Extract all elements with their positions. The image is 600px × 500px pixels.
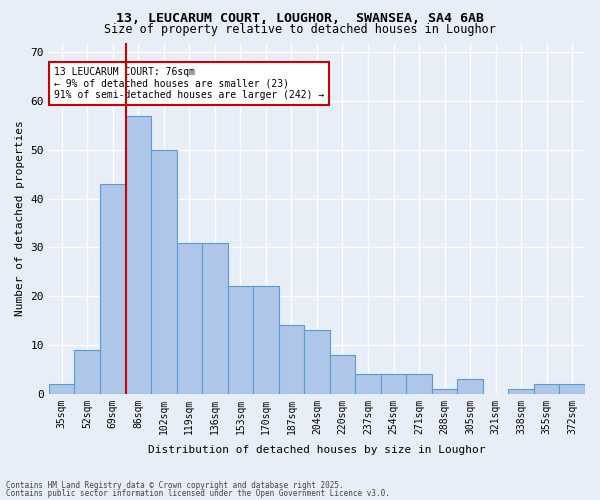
Bar (253, 286, 278, 394)
Bar (457, 379, 483, 394)
Bar (330, 354, 355, 394)
Bar (125, 116, 151, 394)
Text: Contains HM Land Registry data © Crown copyright and database right 2025.: Contains HM Land Registry data © Crown c… (6, 481, 344, 490)
Bar (227, 286, 253, 394)
Bar (559, 384, 585, 394)
Bar (355, 374, 381, 394)
Bar (508, 389, 534, 394)
X-axis label: Distribution of detached houses by size in Loughor: Distribution of detached houses by size … (148, 445, 486, 455)
Bar (49, 384, 74, 394)
Text: Size of property relative to detached houses in Loughor: Size of property relative to detached ho… (104, 22, 496, 36)
Bar (202, 242, 227, 394)
Bar (304, 330, 330, 394)
Bar (176, 242, 202, 394)
Y-axis label: Number of detached properties: Number of detached properties (15, 120, 25, 316)
Bar (278, 326, 304, 394)
Bar (534, 384, 559, 394)
Bar (100, 184, 125, 394)
Bar (432, 389, 457, 394)
Text: 13, LEUCARUM COURT, LOUGHOR,  SWANSEA, SA4 6AB: 13, LEUCARUM COURT, LOUGHOR, SWANSEA, SA… (116, 12, 484, 26)
Text: 13 LEUCARUM COURT: 76sqm
← 9% of detached houses are smaller (23)
91% of semi-de: 13 LEUCARUM COURT: 76sqm ← 9% of detache… (54, 67, 325, 100)
Bar (151, 150, 176, 394)
Bar (381, 374, 406, 394)
Bar (74, 350, 100, 394)
Text: Contains public sector information licensed under the Open Government Licence v3: Contains public sector information licen… (6, 488, 390, 498)
Bar (406, 374, 432, 394)
